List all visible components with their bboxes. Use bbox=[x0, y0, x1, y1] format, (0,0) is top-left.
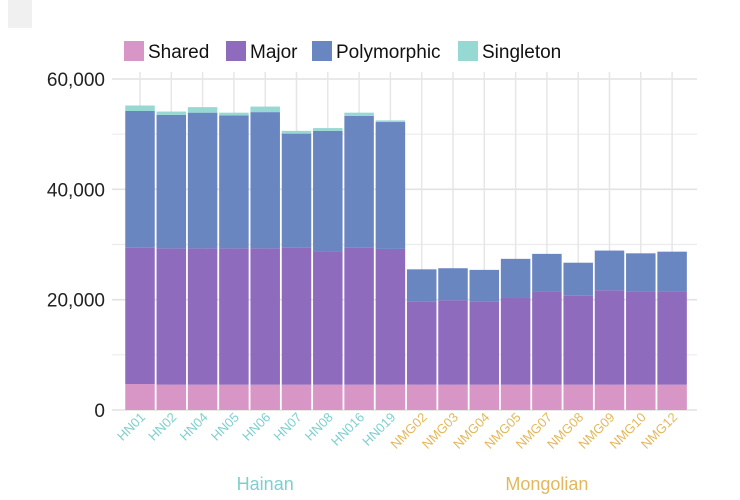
legend-swatch-shared bbox=[124, 41, 144, 61]
legend: Shared Major Polymorphic Singleton bbox=[124, 41, 561, 63]
bar-major-nmg09 bbox=[594, 290, 625, 385]
legend-label-polymorphic: Polymorphic bbox=[336, 42, 441, 63]
y-tick-label: 0 bbox=[94, 401, 105, 422]
bar-shared-hn04 bbox=[187, 384, 218, 410]
bar-major-nmg05 bbox=[500, 297, 531, 385]
bar-polymorphic-hn08 bbox=[313, 130, 343, 252]
bar-singleton-hn06 bbox=[250, 106, 280, 113]
bar-shared-nmg12 bbox=[657, 384, 687, 410]
bar-shared-nmg09 bbox=[594, 384, 625, 410]
bar-major-nmg10 bbox=[626, 291, 656, 385]
bar-polymorphic-nmg03 bbox=[438, 268, 468, 301]
bar-major-hn07 bbox=[281, 247, 312, 385]
bar-major-hn06 bbox=[250, 248, 280, 385]
group-label-hainan: Hainan bbox=[237, 474, 294, 494]
bar-major-hn01 bbox=[125, 247, 155, 385]
bar-major-hn019 bbox=[375, 248, 406, 385]
bar-polymorphic-nmg10 bbox=[626, 253, 656, 292]
bar-singleton-hn01 bbox=[125, 105, 155, 111]
bar-polymorphic-nmg07 bbox=[532, 253, 562, 292]
bar-singleton-hn016 bbox=[344, 112, 374, 116]
bar-shared-hn06 bbox=[250, 384, 280, 410]
bar-shared-nmg08 bbox=[563, 384, 593, 410]
bar-shared-nmg10 bbox=[626, 384, 656, 410]
x-tick-label-hn05: HN05 bbox=[208, 410, 242, 444]
y-tick-label: 60,000 bbox=[47, 70, 105, 91]
legend-label-shared: Shared bbox=[148, 42, 209, 63]
bar-major-hn05 bbox=[219, 248, 249, 385]
bar-polymorphic-hn06 bbox=[250, 112, 280, 249]
x-tick-label-hn06: HN06 bbox=[239, 410, 273, 444]
bar-major-hn08 bbox=[313, 251, 343, 385]
bar-polymorphic-nmg09 bbox=[594, 250, 625, 291]
x-tick-label-hn016: HN016 bbox=[328, 410, 367, 449]
bar-shared-nmg04 bbox=[469, 384, 500, 410]
bar-major-nmg12 bbox=[657, 291, 687, 385]
x-tick-label-hn07: HN07 bbox=[271, 410, 305, 444]
legend-label-major: Major bbox=[250, 42, 298, 63]
bar-shared-hn07 bbox=[281, 384, 312, 410]
bar-singleton-hn05 bbox=[219, 112, 249, 116]
bar-major-nmg04 bbox=[469, 301, 500, 385]
bar-polymorphic-nmg04 bbox=[469, 269, 500, 302]
bars bbox=[125, 105, 687, 410]
bar-polymorphic-hn019 bbox=[375, 122, 406, 249]
bar-major-hn02 bbox=[156, 248, 187, 385]
bar-singleton-hn02 bbox=[156, 111, 187, 115]
legend-label-singleton: Singleton bbox=[482, 42, 561, 63]
bar-shared-hn016 bbox=[344, 384, 374, 410]
legend-swatch-major bbox=[226, 41, 246, 61]
bar-major-nmg03 bbox=[438, 300, 468, 385]
bar-major-hn04 bbox=[187, 248, 218, 385]
corner-box bbox=[8, 0, 32, 28]
bar-shared-hn05 bbox=[219, 384, 249, 410]
bar-shared-nmg03 bbox=[438, 384, 468, 410]
bar-major-nmg02 bbox=[406, 301, 437, 385]
bar-singleton-hn019 bbox=[375, 120, 406, 123]
bar-polymorphic-nmg02 bbox=[406, 269, 437, 302]
bar-polymorphic-nmg05 bbox=[500, 258, 531, 298]
bar-singleton-hn07 bbox=[281, 130, 312, 134]
bar-major-nmg08 bbox=[563, 295, 593, 385]
y-axis: 0 20,000 40,000 60,000 bbox=[47, 70, 105, 422]
bar-shared-hn02 bbox=[156, 384, 187, 410]
bar-singleton-hn04 bbox=[187, 107, 218, 113]
bar-major-nmg07 bbox=[532, 291, 562, 385]
bar-shared-nmg02 bbox=[406, 384, 437, 410]
bar-polymorphic-hn016 bbox=[344, 115, 374, 248]
x-tick-label-hn01: HN01 bbox=[114, 410, 148, 444]
bar-shared-nmg05 bbox=[500, 384, 531, 410]
bar-shared-hn019 bbox=[375, 384, 406, 410]
bar-polymorphic-nmg08 bbox=[563, 262, 593, 296]
y-tick-label: 40,000 bbox=[47, 180, 105, 201]
bar-major-hn016 bbox=[344, 247, 374, 385]
x-axis: HN01HN02HN04HN05HN06HN07HN08HN016HN019NM… bbox=[114, 410, 680, 452]
y-tick-label: 20,000 bbox=[47, 291, 105, 312]
legend-swatch-polymorphic bbox=[312, 41, 332, 61]
bar-polymorphic-hn04 bbox=[187, 112, 218, 249]
bar-polymorphic-hn02 bbox=[156, 114, 187, 249]
bar-polymorphic-nmg12 bbox=[657, 251, 687, 292]
x-tick-label-hn02: HN02 bbox=[145, 410, 179, 444]
bar-singleton-hn08 bbox=[313, 128, 343, 131]
bar-polymorphic-hn05 bbox=[219, 115, 249, 249]
group-labels: Hainan Mongolian bbox=[237, 474, 589, 494]
bar-shared-hn01 bbox=[125, 384, 155, 410]
bar-polymorphic-hn01 bbox=[125, 110, 155, 248]
bar-shared-nmg07 bbox=[532, 384, 562, 410]
x-tick-label-hn04: HN04 bbox=[177, 410, 211, 444]
bar-polymorphic-hn07 bbox=[281, 133, 312, 248]
group-label-mongolian: Mongolian bbox=[505, 474, 588, 494]
legend-swatch-singleton bbox=[458, 41, 478, 61]
bar-shared-hn08 bbox=[313, 384, 343, 410]
